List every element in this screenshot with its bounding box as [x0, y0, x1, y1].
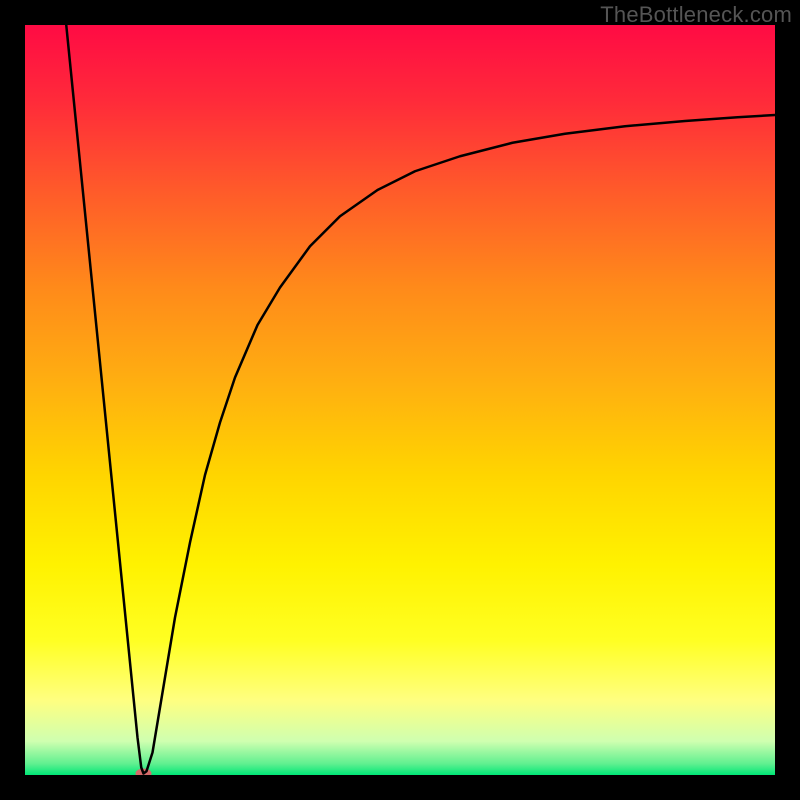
bottleneck-chart — [0, 0, 800, 800]
watermark-text: TheBottleneck.com — [600, 2, 792, 28]
chart-container: TheBottleneck.com — [0, 0, 800, 800]
plot-gradient-background — [25, 25, 775, 775]
